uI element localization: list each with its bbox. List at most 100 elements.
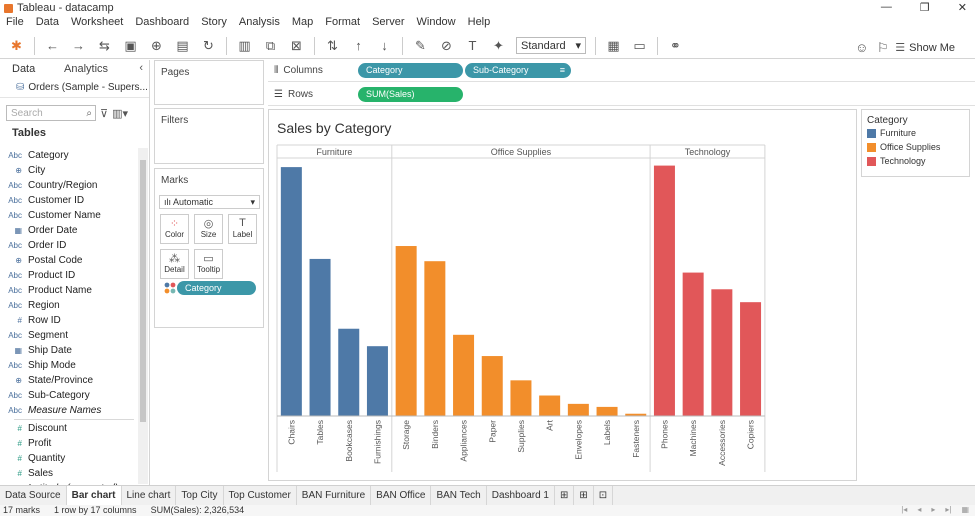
labels-icon[interactable]: T (468, 38, 477, 53)
bar-envelopes[interactable] (567, 403, 589, 416)
prev-sheet-icon[interactable]: ◂ (917, 505, 922, 514)
columns-pill-category[interactable]: Category (358, 63, 463, 78)
grid-view-icon[interactable]: ▦ (961, 505, 969, 514)
field-segment[interactable]: Abc Segment (0, 328, 138, 343)
group-icon[interactable]: ⊘ (441, 37, 452, 53)
redo-icon[interactable]: → (72, 38, 85, 53)
pin-icon[interactable]: ⚐ (876, 39, 889, 55)
field-state-province[interactable]: ⊕ State/Province (0, 373, 138, 388)
next-sheet-icon[interactable]: ▸ (931, 505, 936, 514)
duplicate-sheet-icon[interactable]: ⧉ (265, 37, 276, 53)
field-list-scrollbar[interactable] (138, 148, 148, 484)
field-region[interactable]: Abc Region (0, 298, 138, 313)
undo-icon[interactable]: ← (46, 38, 59, 53)
tab-dashboard-1[interactable]: Dashboard 1 (487, 485, 555, 506)
size-button[interactable]: ◎ Size (194, 214, 223, 244)
fix-axes-icon[interactable]: ✦ (493, 37, 504, 53)
legend-item-office-supplies[interactable]: Office Supplies (862, 140, 969, 154)
data-source-row[interactable]: ⛁ Orders (Sample - Supers... (0, 78, 149, 98)
menu-file[interactable]: File (6, 16, 24, 28)
filter-icon[interactable]: ⊽ (100, 107, 109, 120)
menu-story[interactable]: Story (201, 16, 227, 28)
sort-ascending-icon[interactable]: ↑ (355, 38, 362, 53)
marks-color-pill[interactable]: Category (177, 281, 256, 295)
bar-copiers[interactable] (740, 302, 762, 416)
field-profit[interactable]: # Profit (0, 436, 138, 451)
field-product-id[interactable]: Abc Product ID (0, 268, 138, 283)
tab-data[interactable]: Data (12, 63, 36, 75)
field-quantity[interactable]: # Quantity (0, 451, 138, 466)
field-sub-category[interactable]: Abc Sub-Category (0, 388, 138, 403)
refresh-icon[interactable]: ↻ (203, 37, 214, 53)
tab-line-chart[interactable]: Line chart (122, 485, 177, 506)
bar-binders[interactable] (424, 261, 446, 416)
tab-analytics[interactable]: Analytics (64, 63, 109, 75)
menu-worksheet[interactable]: Worksheet (70, 16, 124, 28)
bar-paper[interactable] (481, 356, 503, 416)
field-ship-mode[interactable]: Abc Ship Mode (0, 358, 138, 373)
detail-button[interactable]: ⁂ Detail (160, 249, 189, 279)
new-dashboard-icon[interactable]: ⊞ (574, 485, 594, 506)
close-icon[interactable]: ✕ (957, 2, 967, 14)
field-measure-names[interactable]: Abc Measure Names (0, 403, 138, 418)
bar-accessories[interactable] (711, 289, 733, 416)
bar-storage[interactable] (395, 246, 417, 416)
field-product-name[interactable]: Abc Product Name (0, 283, 138, 298)
bar-appliances[interactable] (453, 334, 475, 416)
new-datasource-icon[interactable]: ⊕ (151, 37, 162, 53)
menu-map[interactable]: Map (291, 16, 314, 28)
bar-phones[interactable] (653, 165, 675, 416)
show-cards-icon[interactable]: ▦ (607, 37, 620, 53)
bar-art[interactable] (539, 395, 561, 416)
bar-furnishings[interactable] (366, 346, 388, 416)
last-sheet-icon[interactable]: ▸| (945, 505, 952, 514)
highlight-icon[interactable]: ✎ (415, 37, 426, 53)
ask-data-icon[interactable]: ☺ (855, 40, 869, 55)
field-order-id[interactable]: Abc Order ID (0, 238, 138, 253)
menu-analysis[interactable]: Analysis (238, 16, 280, 28)
save-icon[interactable]: ▣ (124, 37, 137, 53)
collapse-pane-icon[interactable]: ‹ (139, 62, 143, 74)
share-icon[interactable]: ⚭ (670, 37, 681, 53)
minimize-icon[interactable]: — (880, 1, 892, 13)
search-input[interactable]: Search ⌕ (6, 105, 96, 121)
show-me-button[interactable]: Show Me (909, 41, 955, 54)
new-worksheet-icon[interactable]: ▥ (238, 37, 251, 53)
bar-labels[interactable] (596, 406, 618, 416)
columns-pill-subcategory[interactable]: Sub-Category ≡ (465, 63, 571, 78)
pages-card[interactable]: Pages (154, 60, 264, 105)
field-customer-name[interactable]: Abc Customer Name (0, 208, 138, 223)
legend-item-furniture[interactable]: Furniture (862, 126, 969, 140)
bar-fasteners[interactable] (625, 413, 647, 416)
rows-shelf[interactable]: ☰ Rows SUM(Sales) (268, 84, 975, 106)
tab-bar-chart[interactable]: Bar chart (66, 485, 122, 506)
first-sheet-icon[interactable]: |◂ (901, 505, 908, 514)
field-ship-date[interactable]: ▦ Ship Date (0, 343, 138, 358)
field-order-date[interactable]: ▦ Order Date (0, 223, 138, 238)
mark-type-select[interactable]: ılı Automatic ▾ (159, 195, 260, 209)
swap-icon[interactable]: ⇅ (327, 37, 338, 53)
field-city[interactable]: ⊕ City (0, 163, 138, 178)
tab-ban-furniture[interactable]: BAN Furniture (297, 485, 372, 506)
rows-pill-sum-sales[interactable]: SUM(Sales) (358, 87, 463, 102)
color-button[interactable]: ⁘ Color (160, 214, 189, 244)
new-worksheet-icon[interactable]: ⊞ (555, 485, 575, 506)
view-options-icon[interactable]: ▥▾ (112, 107, 128, 120)
menu-window[interactable]: Window (416, 16, 456, 28)
bar-tables[interactable] (309, 258, 331, 416)
field-postal-code[interactable]: ⊕ Postal Code (0, 253, 138, 268)
tooltip-button[interactable]: ▭ Tooltip (194, 249, 223, 279)
bar-bookcases[interactable] (338, 328, 360, 416)
field-country-region[interactable]: Abc Country/Region (0, 178, 138, 193)
menu-format[interactable]: Format (325, 16, 361, 28)
legend-item-technology[interactable]: Technology (862, 154, 969, 168)
field-discount[interactable]: # Discount (0, 421, 138, 436)
menu-data[interactable]: Data (35, 16, 59, 28)
maximize-icon[interactable]: ❐ (919, 2, 930, 14)
tableau-logo-icon[interactable]: ✱ (11, 37, 22, 53)
field-category[interactable]: Abc Category (0, 148, 138, 163)
columns-shelf[interactable]: ⦀ Columns Category Sub-Category ≡ (268, 60, 975, 82)
menu-dashboard[interactable]: Dashboard (135, 16, 190, 28)
presentation-icon[interactable]: ▭ (633, 37, 646, 53)
tab-data-source[interactable]: Data Source (0, 485, 67, 506)
